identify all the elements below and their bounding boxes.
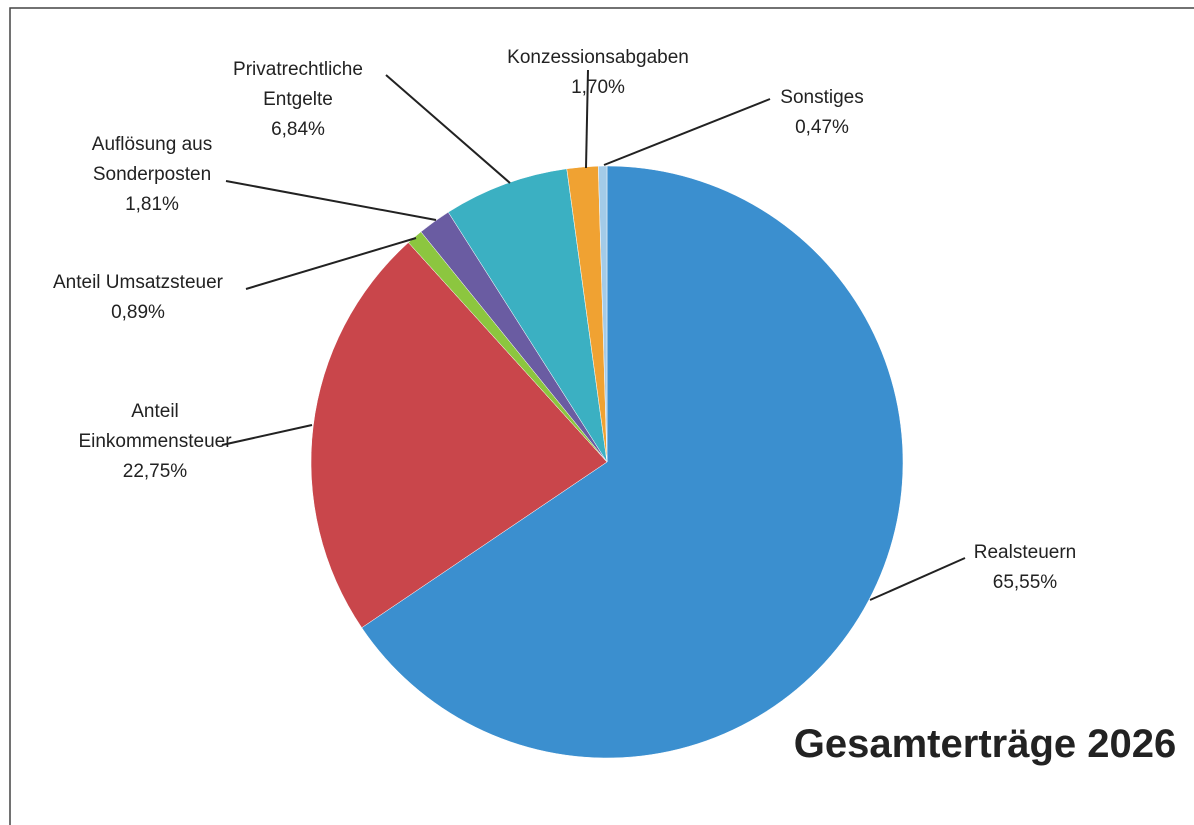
category-label: Konzessionsabgaben: [507, 47, 689, 68]
category-label: Anteil Umsatzsteuer: [52, 272, 223, 293]
frame: [9, 7, 1194, 825]
leader-line: [221, 424, 313, 446]
category-label: Privatrechtliche Entgelte: [233, 59, 363, 110]
value-label: 0,47%: [795, 117, 849, 138]
value-label: 65,55%: [992, 572, 1058, 593]
leader-line: [225, 180, 437, 221]
value-label: 1,81%: [125, 194, 179, 215]
leader-line: [869, 557, 966, 601]
slice-label: Auflösung aus Sonderposten 1,81%: [67, 130, 237, 220]
slice-label: Anteil Einkommensteuer 22,75%: [65, 397, 245, 487]
leader-line: [585, 69, 589, 169]
chart-title: Gesamterträge 2026: [793, 722, 1177, 766]
slice-label: Realsteuern 65,55%: [925, 538, 1125, 598]
value-label: 1,70%: [571, 77, 625, 98]
value-label: 6,84%: [271, 119, 325, 140]
value-label: 22,75%: [122, 461, 188, 482]
slice-label: Privatrechtliche Entgelte 6,84%: [208, 55, 388, 145]
slice-label: Anteil Umsatzsteuer 0,89%: [13, 268, 263, 328]
pie-slice: [598, 165, 608, 463]
slice-label: Sonstiges 0,47%: [722, 83, 922, 143]
category-label: Anteil Einkommensteuer: [78, 401, 232, 452]
pie-slice: [447, 168, 608, 463]
slice-label: Konzessionsabgaben 1,70%: [478, 43, 718, 103]
leader-lines: [221, 69, 966, 601]
category-label: Auflösung aus Sonderposten: [91, 134, 213, 185]
value-label: 0,89%: [111, 302, 165, 323]
pie-slice: [310, 242, 608, 629]
leader-line: [385, 74, 511, 184]
pie: [310, 165, 904, 759]
leader-line: [245, 237, 417, 290]
category-label: Realsteuern: [973, 542, 1077, 563]
leader-line: [603, 98, 771, 166]
pie-slice: [361, 165, 904, 759]
category-label: Sonstiges: [780, 87, 864, 108]
